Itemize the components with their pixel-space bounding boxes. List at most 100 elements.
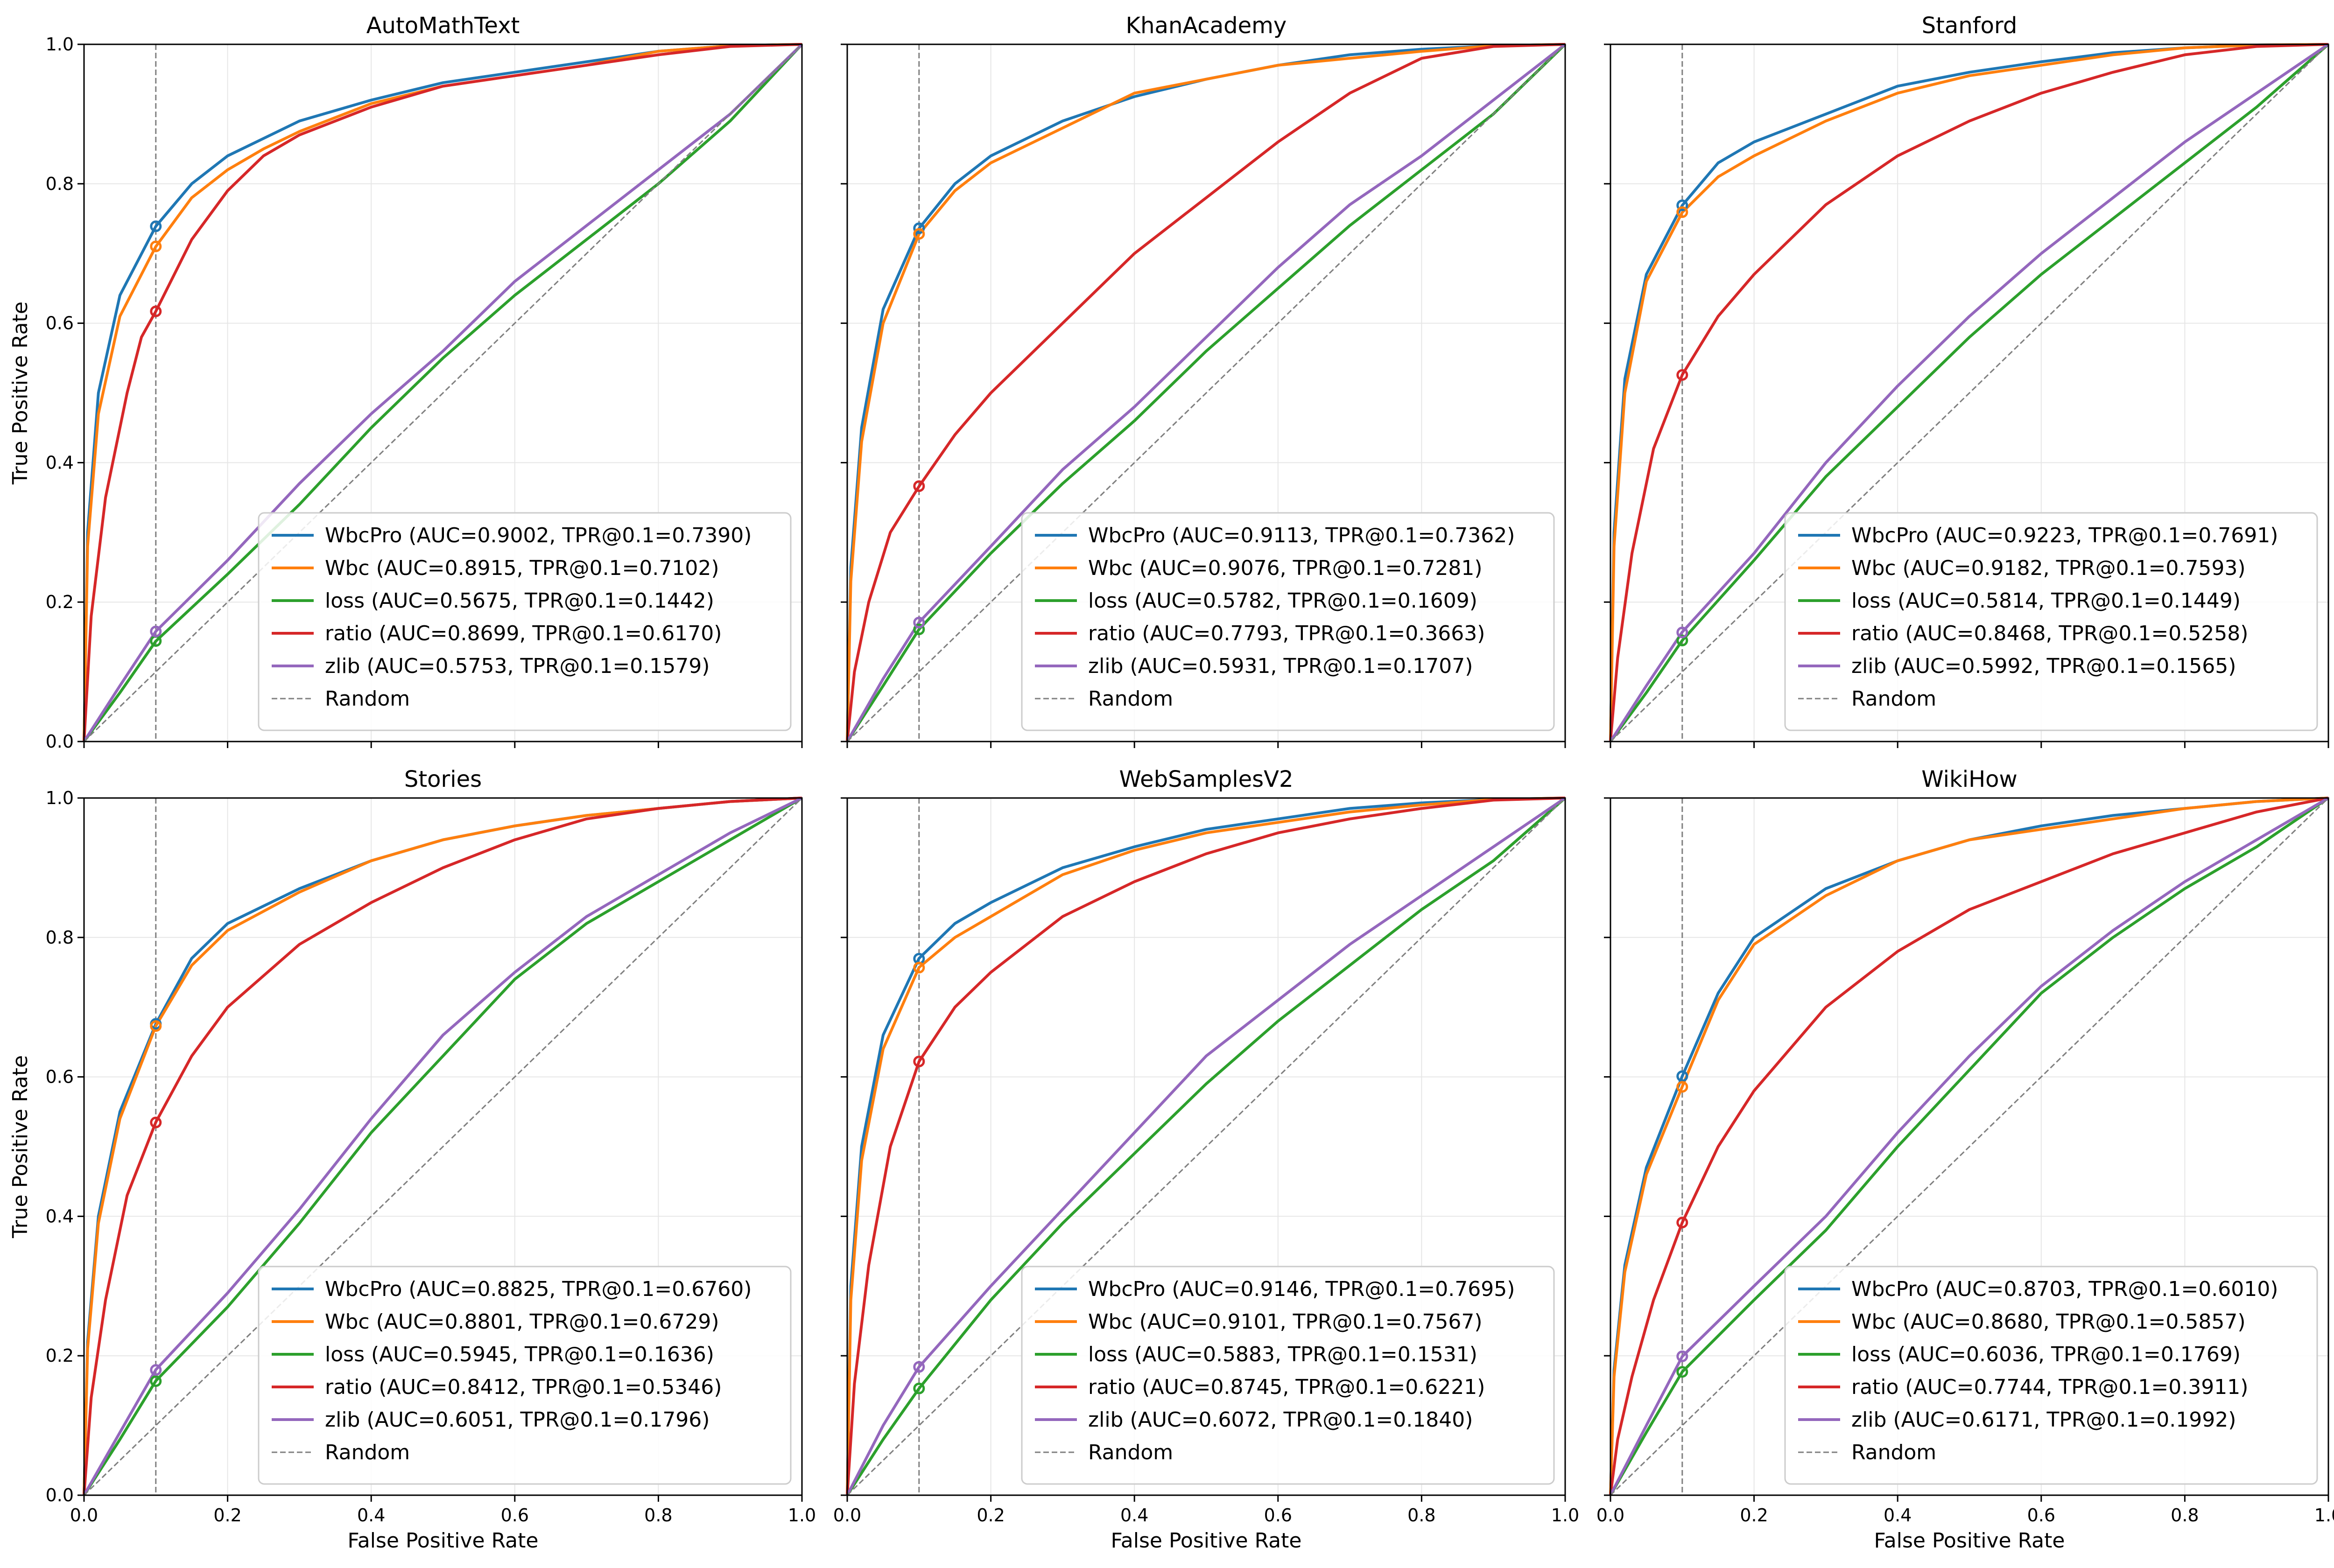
x-tick-label: 0.6 bbox=[1264, 1505, 1292, 1526]
legend-entry-wbc: Wbc (AUC=0.8801, TPR@0.1=0.6729) bbox=[325, 1310, 719, 1334]
y-axis-label: True Positive Rate bbox=[8, 1055, 32, 1239]
y-tick-label: 0.6 bbox=[46, 313, 74, 334]
tpr-marker-wbc bbox=[1676, 1081, 1688, 1093]
series-line-zlib bbox=[1609, 43, 2329, 742]
legend: WbcPro (AUC=0.9002, TPR@0.1=0.7390) Wbc (… bbox=[258, 512, 792, 731]
legend-entry-wbcpro: WbcPro (AUC=0.8703, TPR@0.1=0.6010) bbox=[1851, 1277, 2278, 1301]
legend-entry-ratio: ratio (AUC=0.7793, TPR@0.1=0.3663) bbox=[1088, 622, 1485, 645]
x-tick-label: 0.4 bbox=[1120, 1505, 1148, 1526]
axes-frame bbox=[83, 797, 803, 1496]
legend-entry-wbc: Wbc (AUC=0.9076, TPR@0.1=0.7281) bbox=[1088, 556, 1483, 580]
axes-frame bbox=[1610, 43, 2329, 742]
legend-entry-random: Random bbox=[1088, 1441, 1173, 1464]
tpr-marker-zlib bbox=[1676, 1350, 1688, 1362]
tpr-marker-loss bbox=[150, 1375, 162, 1387]
tpr-marker-wbc bbox=[913, 961, 925, 973]
tpr-marker-wbc bbox=[913, 228, 925, 240]
y-tick-label: 0.8 bbox=[46, 174, 74, 194]
tpr-marker-ratio bbox=[913, 480, 925, 492]
x-axis-label: False Positive Rate bbox=[1111, 1529, 1302, 1553]
series-line-zlib bbox=[83, 43, 803, 742]
series-line-ratio bbox=[83, 797, 802, 1496]
series-line-wbc bbox=[1609, 797, 2329, 1496]
tpr-marker-ratio bbox=[150, 1116, 162, 1128]
legend-entry-wbc: Wbc (AUC=0.8915, TPR@0.1=0.7102) bbox=[325, 556, 719, 580]
legend-entry-loss: loss (AUC=0.5782, TPR@0.1=0.1609) bbox=[1088, 589, 1477, 613]
tpr-marker-zlib bbox=[913, 616, 925, 629]
x-tick-label: 0.6 bbox=[501, 1505, 529, 1526]
tpr-marker-zlib bbox=[150, 625, 162, 637]
y-tick-label: 0.4 bbox=[46, 452, 74, 473]
tpr-marker-ratio bbox=[1676, 369, 1688, 381]
x-tick-label: 0.2 bbox=[213, 1505, 241, 1526]
tpr-marker-zlib bbox=[150, 1364, 162, 1376]
legend-box bbox=[1784, 512, 2318, 731]
legend-entry-wbcpro: WbcPro (AUC=0.9002, TPR@0.1=0.7390) bbox=[325, 524, 752, 547]
panel-stanford: Stanford WbcPro (AUC=0.9223, TPR@0.1=0.76… bbox=[1604, 13, 2329, 748]
x-tick-label: 0.8 bbox=[644, 1505, 672, 1526]
legend-entry-wbcpro: WbcPro (AUC=0.8825, TPR@0.1=0.6760) bbox=[325, 1277, 752, 1301]
legend-entry-random: Random bbox=[1088, 687, 1173, 711]
series-line-ratio bbox=[1609, 797, 2329, 1496]
series-line-zlib bbox=[846, 43, 1566, 742]
legend-entry-random: Random bbox=[1851, 1441, 1936, 1464]
tpr-marker-loss bbox=[913, 1382, 925, 1394]
x-tick-label: 1.0 bbox=[1551, 1505, 1579, 1526]
legend-entry-zlib: zlib (AUC=0.6171, TPR@0.1=0.1992) bbox=[1851, 1408, 2236, 1432]
tpr-marker-wbcpro bbox=[150, 220, 162, 232]
legend: WbcPro (AUC=0.9113, TPR@0.1=0.7362) Wbc (… bbox=[1021, 512, 1555, 731]
tpr-marker-ratio bbox=[1676, 1217, 1688, 1229]
legend: WbcPro (AUC=0.8825, TPR@0.1=0.6760) Wbc (… bbox=[258, 1266, 792, 1485]
series-line-random bbox=[83, 43, 803, 742]
y-tick-label: 0.4 bbox=[46, 1206, 74, 1226]
x-tick-label: 0.2 bbox=[977, 1505, 1005, 1526]
y-tick-label: 0.8 bbox=[46, 927, 74, 948]
series-line-wbcpro bbox=[83, 43, 802, 742]
panel-title: Stories bbox=[404, 766, 482, 792]
axes-frame bbox=[1610, 797, 2329, 1496]
x-tick-label: 0.8 bbox=[1407, 1505, 1435, 1526]
y-tick-label: 0.2 bbox=[46, 1345, 74, 1366]
x-tick-label: 0.2 bbox=[1740, 1505, 1768, 1526]
series-line-random bbox=[1610, 797, 2329, 1496]
panel-khanacademy: KhanAcademy WbcPro (AUC=0.9113, TPR@0.1=0… bbox=[841, 13, 1567, 748]
panel-title: KhanAcademy bbox=[1126, 13, 1287, 39]
series-line-ratio bbox=[846, 43, 1566, 742]
x-tick-label: 0.6 bbox=[2027, 1505, 2055, 1526]
legend-entry-ratio: ratio (AUC=0.8412, TPR@0.1=0.5346) bbox=[325, 1375, 722, 1399]
legend-entry-loss: loss (AUC=0.6036, TPR@0.1=0.1769) bbox=[1851, 1343, 2241, 1366]
series-line-loss bbox=[1609, 797, 2329, 1496]
x-tick-label: 0.0 bbox=[833, 1505, 861, 1526]
series-line-wbc bbox=[83, 43, 802, 742]
legend-entry-zlib: zlib (AUC=0.6051, TPR@0.1=0.1796) bbox=[325, 1408, 710, 1432]
series-line-wbcpro bbox=[846, 43, 1566, 742]
y-axis-label: True Positive Rate bbox=[8, 301, 32, 485]
series-line-random bbox=[846, 797, 1566, 1496]
series-line-random bbox=[846, 43, 1566, 742]
series-line-ratio bbox=[1609, 43, 2329, 742]
series-line-loss bbox=[83, 43, 803, 742]
tpr-marker-wbc bbox=[150, 240, 162, 252]
series-line-loss bbox=[846, 797, 1566, 1496]
series-line-zlib bbox=[83, 797, 803, 1496]
legend-entry-wbc: Wbc (AUC=0.9182, TPR@0.1=0.7593) bbox=[1851, 556, 2246, 580]
legend-entry-loss: loss (AUC=0.5814, TPR@0.1=0.1449) bbox=[1851, 589, 2241, 613]
series-line-wbcpro bbox=[846, 797, 1566, 1496]
legend-box bbox=[1021, 1266, 1555, 1485]
legend-entry-ratio: ratio (AUC=0.8745, TPR@0.1=0.6221) bbox=[1088, 1375, 1485, 1399]
x-axis-label: False Positive Rate bbox=[348, 1529, 539, 1553]
panel-title: WebSamplesV2 bbox=[1119, 766, 1293, 792]
legend-entry-zlib: zlib (AUC=0.5931, TPR@0.1=0.1707) bbox=[1088, 654, 1473, 678]
x-tick-label: 0.0 bbox=[1596, 1505, 1624, 1526]
legend-box bbox=[1784, 1266, 2318, 1485]
y-tick-label: 0.2 bbox=[46, 592, 74, 612]
series-line-ratio bbox=[83, 43, 802, 742]
legend-entry-zlib: zlib (AUC=0.5992, TPR@0.1=0.1565) bbox=[1851, 654, 2236, 678]
tpr-marker-loss bbox=[1676, 635, 1688, 647]
legend-entry-loss: loss (AUC=0.5883, TPR@0.1=0.1531) bbox=[1088, 1343, 1477, 1366]
series-line-loss bbox=[83, 797, 803, 1496]
tpr-marker-zlib bbox=[913, 1361, 925, 1373]
legend-entry-random: Random bbox=[325, 687, 410, 711]
legend-box bbox=[1021, 512, 1555, 731]
tpr-marker-loss bbox=[913, 623, 925, 636]
